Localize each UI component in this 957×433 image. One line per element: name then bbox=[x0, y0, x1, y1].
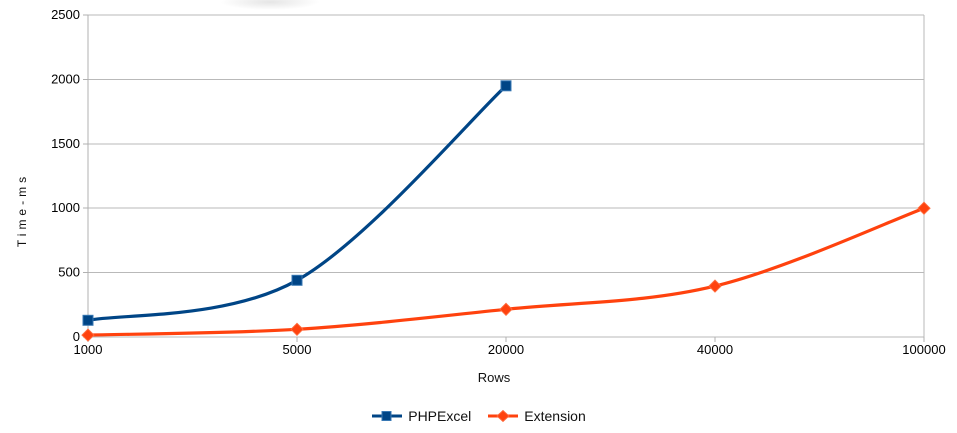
extension-marker bbox=[290, 322, 304, 337]
legend-label-extension: Extension bbox=[524, 408, 586, 424]
y-tick-label: 500 bbox=[58, 265, 80, 280]
y-tick-label: 1000 bbox=[51, 200, 80, 215]
x-tick-label: 5000 bbox=[283, 342, 312, 357]
x-tick-label: 40000 bbox=[697, 342, 733, 357]
y-tick-label: 1500 bbox=[51, 136, 80, 151]
x-axis-title: Rows bbox=[477, 370, 511, 385]
phpexcel-marker bbox=[291, 274, 303, 286]
y-tick-label: 0 bbox=[73, 329, 80, 344]
extension-legend-marker-icon bbox=[488, 409, 519, 423]
y-axis-title: Time-ms bbox=[15, 172, 29, 248]
phpexcel-legend-marker-icon bbox=[372, 411, 403, 421]
extension-marker bbox=[917, 201, 931, 215]
x-tick-label: 20000 bbox=[488, 342, 524, 357]
legend-item-extension: Extension bbox=[487, 408, 586, 424]
extension-marker bbox=[499, 302, 513, 317]
screenshot-smudge-artifact bbox=[220, 0, 320, 10]
phpexcel-marker bbox=[82, 314, 94, 326]
legend-item-phpexcel: PHPExcel bbox=[371, 408, 471, 424]
legend: PHPExcel Extension bbox=[0, 404, 957, 428]
extension-line bbox=[86, 206, 926, 337]
extension-marker bbox=[708, 279, 722, 293]
phpexcel-marker bbox=[500, 80, 512, 92]
extension-marker bbox=[81, 328, 95, 342]
y-tick-label: 2500 bbox=[51, 7, 80, 22]
x-tick-label: 1000 bbox=[74, 342, 103, 357]
legend-label-phpexcel: PHPExcel bbox=[408, 408, 472, 424]
y-tick-label: 2000 bbox=[51, 71, 80, 86]
x-tick-label: 100000 bbox=[902, 342, 945, 357]
